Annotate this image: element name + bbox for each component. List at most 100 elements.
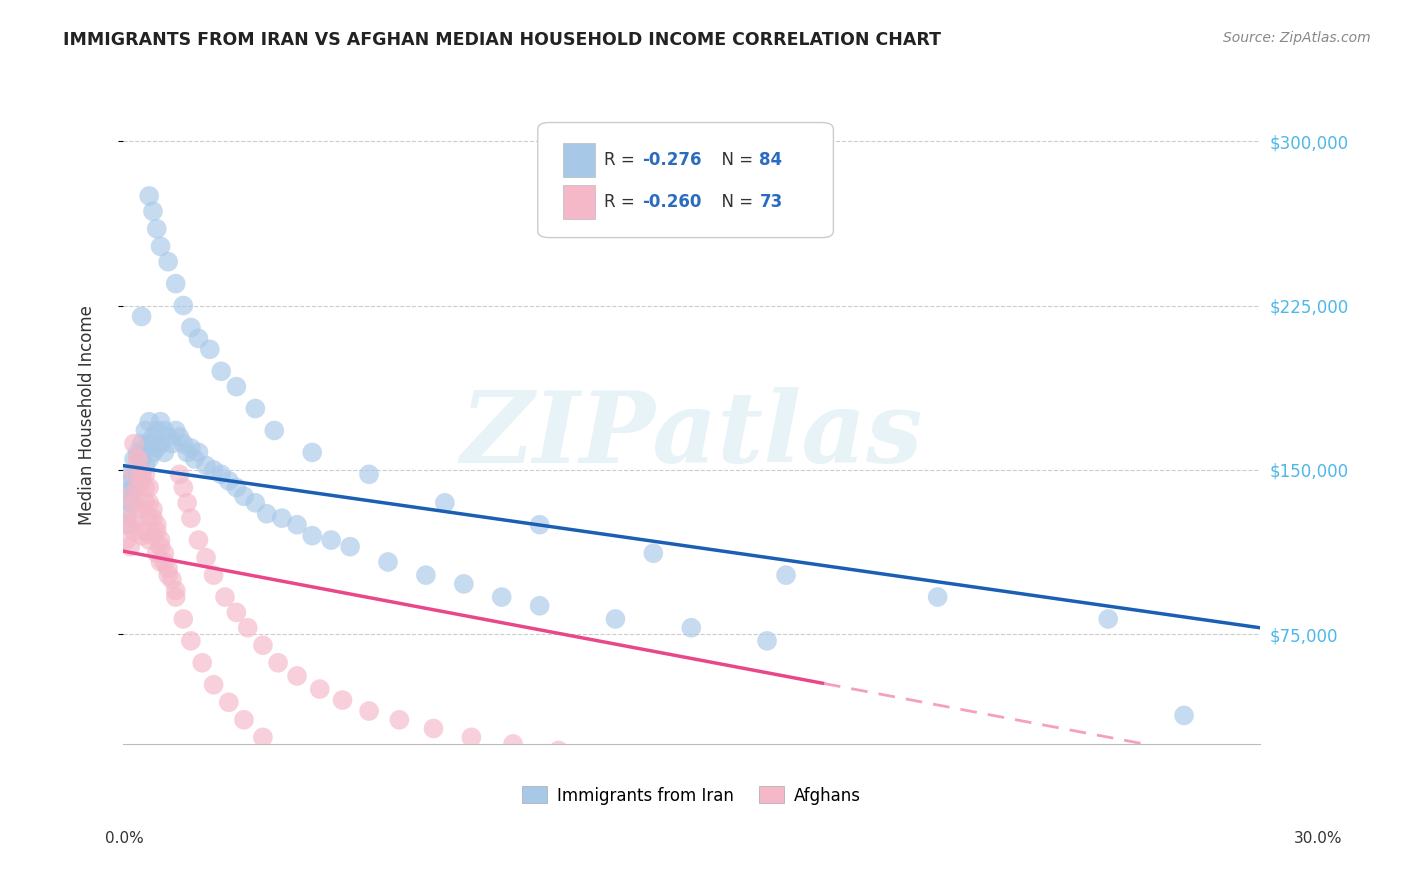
Point — [120, 489, 142, 503]
Text: R =: R = — [603, 193, 640, 211]
Point — [502, 737, 524, 751]
Point — [301, 529, 323, 543]
Text: 0.0%: 0.0% — [105, 831, 145, 846]
Point — [157, 568, 180, 582]
Point — [1097, 612, 1119, 626]
Point — [138, 436, 160, 450]
Point — [605, 612, 627, 626]
Point — [131, 502, 153, 516]
Text: 30.0%: 30.0% — [1295, 831, 1343, 846]
Point — [218, 474, 240, 488]
Point — [131, 467, 153, 482]
Point — [165, 277, 187, 291]
Point — [157, 430, 180, 444]
Point — [146, 222, 169, 236]
Point — [165, 583, 187, 598]
Point — [149, 436, 172, 450]
Point — [252, 638, 274, 652]
Point — [115, 507, 138, 521]
Point — [138, 496, 160, 510]
Point — [127, 452, 149, 467]
Point — [176, 496, 198, 510]
Point — [332, 693, 354, 707]
Point — [134, 496, 156, 510]
Point — [131, 467, 153, 482]
Point — [191, 656, 214, 670]
Point — [643, 546, 665, 560]
Point — [180, 320, 202, 334]
Point — [270, 511, 292, 525]
Point — [160, 436, 183, 450]
Point — [225, 480, 247, 494]
Text: N =: N = — [710, 151, 758, 169]
Point — [138, 533, 160, 547]
Point — [142, 502, 165, 516]
Point — [195, 550, 218, 565]
Point — [146, 441, 169, 455]
Point — [187, 445, 209, 459]
Text: Source: ZipAtlas.com: Source: ZipAtlas.com — [1223, 31, 1371, 45]
Point — [127, 480, 149, 494]
Point — [377, 555, 399, 569]
Legend: Immigrants from Iran, Afghans: Immigrants from Iran, Afghans — [515, 780, 868, 811]
Point — [183, 452, 205, 467]
Point — [115, 484, 138, 499]
Point — [596, 747, 619, 762]
Point — [157, 254, 180, 268]
Point — [120, 540, 142, 554]
Point — [149, 239, 172, 253]
Point — [138, 189, 160, 203]
Point — [308, 682, 330, 697]
Point — [422, 722, 444, 736]
Point — [138, 415, 160, 429]
Text: R =: R = — [603, 151, 640, 169]
Point — [142, 445, 165, 459]
Point — [301, 445, 323, 459]
Point — [775, 568, 797, 582]
Point — [142, 529, 165, 543]
Point — [180, 441, 202, 455]
Point — [202, 568, 225, 582]
Text: ZIPatlas: ZIPatlas — [460, 386, 922, 483]
Point — [127, 474, 149, 488]
Y-axis label: Median Household Income: Median Household Income — [79, 305, 96, 525]
Point — [115, 517, 138, 532]
Point — [142, 430, 165, 444]
Point — [285, 669, 308, 683]
Point — [127, 445, 149, 459]
Point — [169, 467, 191, 482]
Point — [218, 695, 240, 709]
Point — [122, 496, 145, 510]
Point — [180, 633, 202, 648]
Point — [120, 517, 142, 532]
Point — [138, 480, 160, 494]
Point — [209, 364, 232, 378]
Point — [172, 480, 194, 494]
Point — [153, 445, 176, 459]
Point — [491, 590, 513, 604]
Point — [131, 452, 153, 467]
Point — [115, 511, 138, 525]
Point — [195, 458, 218, 473]
Point — [460, 731, 482, 745]
FancyBboxPatch shape — [537, 122, 834, 237]
Point — [153, 555, 176, 569]
Point — [245, 496, 267, 510]
Point — [131, 436, 153, 450]
Point — [187, 331, 209, 345]
Point — [681, 621, 703, 635]
Point — [225, 379, 247, 393]
Point — [927, 590, 949, 604]
Point — [357, 704, 380, 718]
Point — [233, 713, 256, 727]
Point — [165, 590, 187, 604]
Point — [650, 752, 672, 766]
Point — [146, 517, 169, 532]
Point — [233, 489, 256, 503]
Point — [252, 731, 274, 745]
Point — [710, 756, 733, 771]
Point — [122, 452, 145, 467]
Point — [214, 590, 236, 604]
Point — [321, 533, 343, 547]
Point — [127, 463, 149, 477]
